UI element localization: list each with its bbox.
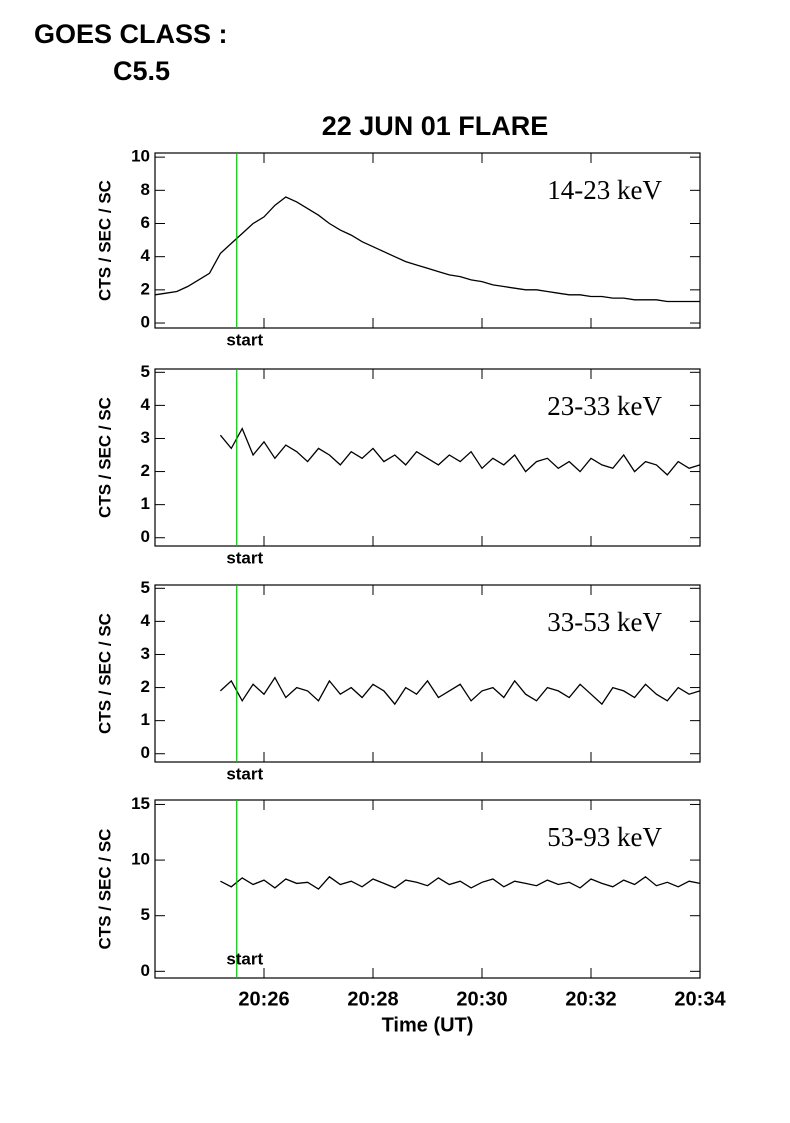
x-tick-label: 20:34 xyxy=(674,988,726,1010)
x-tick-label: 20:28 xyxy=(347,988,398,1010)
y-tick-label: 15 xyxy=(131,794,150,813)
y-tick-label: 0 xyxy=(141,743,150,762)
y-tick-label: 3 xyxy=(141,644,150,663)
y-tick-label: 4 xyxy=(141,246,151,265)
y-tick-label: 6 xyxy=(141,213,150,232)
start-label: start xyxy=(226,764,263,783)
channel-label: 23-33 keV xyxy=(547,391,662,421)
plot-frame xyxy=(154,799,701,979)
chart-title: 22 JUN 01 FLARE xyxy=(322,111,549,141)
plot-frame xyxy=(154,368,701,547)
channel-label: 33-53 keV xyxy=(547,607,662,637)
y-axis-label: CTS / SEC / SC xyxy=(95,180,114,301)
goes-class: C5.5 xyxy=(113,56,170,86)
y-tick-label: 3 xyxy=(141,428,150,447)
data-line xyxy=(220,875,701,890)
y-tick-label: 8 xyxy=(141,180,150,199)
y-axis-label: CTS / SEC / SC xyxy=(95,829,114,950)
y-axis-label: CTS / SEC / SC xyxy=(95,613,114,734)
y-tick-label: 5 xyxy=(141,362,150,381)
y-tick-label: 0 xyxy=(141,961,150,980)
data-line xyxy=(219,676,701,706)
y-tick-label: 2 xyxy=(141,279,150,298)
channel-label: 14-23 keV xyxy=(547,175,662,205)
y-tick-label: 2 xyxy=(141,677,150,696)
y-tick-label: 5 xyxy=(141,578,150,597)
plot-frame xyxy=(154,584,701,763)
x-tick-label: 20:32 xyxy=(565,988,616,1010)
start-label: start xyxy=(226,330,263,349)
y-tick-label: 10 xyxy=(131,850,150,869)
start-label: start xyxy=(226,548,263,567)
data-line xyxy=(154,196,700,303)
y-tick-label: 2 xyxy=(141,461,150,480)
y-tick-label: 0 xyxy=(141,527,150,546)
y-axis-label: CTS / SEC / SC xyxy=(95,397,114,518)
x-tick-label: 20:30 xyxy=(456,988,507,1010)
x-axis-label: Time (UT) xyxy=(382,1014,474,1036)
x-tick-label: 20:26 xyxy=(238,988,289,1010)
channel-label: 53-93 keV xyxy=(547,822,662,852)
y-tick-label: 4 xyxy=(141,611,151,630)
y-tick-label: 5 xyxy=(141,905,150,924)
y-tick-label: 10 xyxy=(131,147,150,166)
y-tick-label: 4 xyxy=(141,395,151,414)
y-tick-label: 1 xyxy=(141,710,150,729)
plot-frame xyxy=(154,152,701,329)
start-label: start xyxy=(226,949,263,968)
data-line xyxy=(219,427,701,476)
y-tick-label: 1 xyxy=(141,494,150,513)
goes-label: GOES CLASS : xyxy=(34,19,228,49)
y-tick-label: 0 xyxy=(141,313,150,332)
